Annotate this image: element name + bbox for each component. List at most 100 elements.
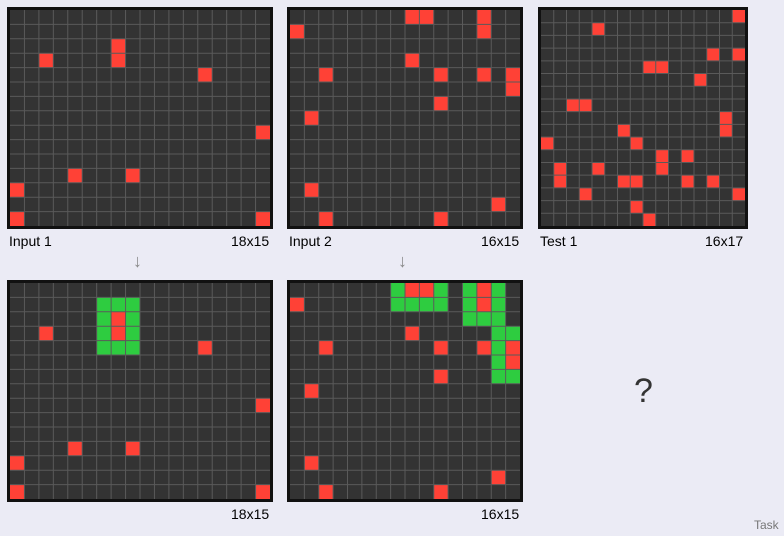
red-cell: [719, 124, 733, 138]
red-cell: [655, 60, 669, 74]
red-cell: [491, 470, 506, 485]
red-cell: [630, 137, 643, 150]
red-cell: [541, 137, 554, 150]
red-cell: [630, 200, 643, 214]
green-cell: [491, 297, 506, 312]
red-cell: [10, 211, 25, 226]
red-cell: [566, 98, 580, 112]
green-cell: [491, 283, 506, 298]
input2-size: 16x15: [481, 233, 520, 249]
test-output-placeholder: ?: [634, 372, 653, 410]
red-cell: [304, 110, 319, 126]
red-cell: [405, 283, 420, 298]
red-cell: [732, 48, 745, 61]
red-cell: [681, 149, 694, 163]
green-cell: [491, 355, 506, 370]
red-cell: [655, 149, 669, 163]
red-cell: [304, 455, 319, 471]
green-cell: [405, 297, 420, 312]
green-cell: [96, 297, 112, 312]
input1-size: 18x15: [231, 233, 270, 249]
red-cell: [732, 187, 745, 201]
green-cell: [419, 297, 434, 312]
output2-grid: [287, 280, 523, 502]
input2-grid: [287, 7, 523, 229]
arrow-down-icon: ↓: [398, 251, 407, 271]
green-cell: [125, 297, 140, 312]
green-cell: [390, 297, 405, 312]
red-cell: [67, 168, 83, 183]
green-cell: [433, 283, 449, 298]
red-cell: [617, 124, 631, 138]
red-cell: [318, 484, 334, 499]
red-cell: [643, 60, 656, 74]
green-cell: [476, 311, 492, 327]
red-cell: [433, 340, 449, 355]
red-cell: [111, 38, 126, 54]
red-cell: [405, 326, 420, 341]
red-cell: [433, 211, 449, 226]
red-cell: [655, 162, 669, 176]
red-cell: [579, 98, 592, 112]
red-cell: [630, 175, 643, 188]
green-cell: [491, 326, 506, 341]
red-cell: [318, 211, 334, 226]
red-cell: [553, 162, 567, 176]
red-cell: [304, 383, 319, 399]
test1-grid: [538, 7, 748, 229]
red-cell: [476, 283, 492, 298]
red-cell: [491, 197, 506, 212]
red-cell: [719, 111, 733, 125]
red-cell: [10, 182, 25, 198]
red-cell: [476, 10, 492, 25]
green-cell: [111, 297, 126, 312]
task-label: Task: [754, 518, 779, 532]
red-cell: [125, 168, 140, 183]
red-cell: [505, 67, 520, 82]
red-cell: [419, 283, 434, 298]
red-cell: [419, 10, 434, 25]
green-cell: [491, 311, 506, 327]
output2-size: 16x15: [481, 506, 520, 522]
green-cell: [491, 369, 506, 384]
red-cell: [476, 340, 492, 355]
red-cell: [476, 24, 492, 39]
red-cell: [592, 162, 605, 176]
green-cell: [125, 311, 140, 327]
red-cell: [111, 326, 126, 341]
red-cell: [125, 441, 140, 456]
red-cell: [10, 455, 25, 471]
green-cell: [462, 283, 477, 298]
red-cell: [405, 10, 420, 25]
red-cell: [38, 326, 54, 341]
red-cell: [197, 67, 213, 82]
green-cell: [462, 311, 477, 327]
green-cell: [125, 340, 140, 355]
red-cell: [579, 187, 592, 201]
green-cell: [462, 297, 477, 312]
red-cell: [617, 175, 631, 188]
red-cell: [10, 484, 25, 499]
red-cell: [38, 53, 54, 68]
red-cell: [111, 311, 126, 327]
green-cell: [491, 340, 506, 355]
input1-label: Input 1: [9, 233, 52, 249]
red-cell: [553, 175, 567, 188]
red-cell: [433, 67, 449, 82]
red-cell: [304, 182, 319, 198]
green-cell: [433, 297, 449, 312]
red-cell: [732, 10, 745, 23]
red-cell: [255, 398, 270, 413]
red-cell: [67, 441, 83, 456]
green-cell: [96, 311, 112, 327]
input2-label: Input 2: [289, 233, 332, 249]
red-cell: [505, 340, 520, 355]
red-cell: [318, 67, 334, 82]
green-cell: [505, 326, 520, 341]
green-cell: [96, 326, 112, 341]
red-cell: [476, 297, 492, 312]
input1-grid: [7, 7, 273, 229]
red-cell: [505, 82, 520, 97]
red-cell: [255, 125, 270, 140]
arrow-down-icon: ↓: [133, 251, 142, 271]
